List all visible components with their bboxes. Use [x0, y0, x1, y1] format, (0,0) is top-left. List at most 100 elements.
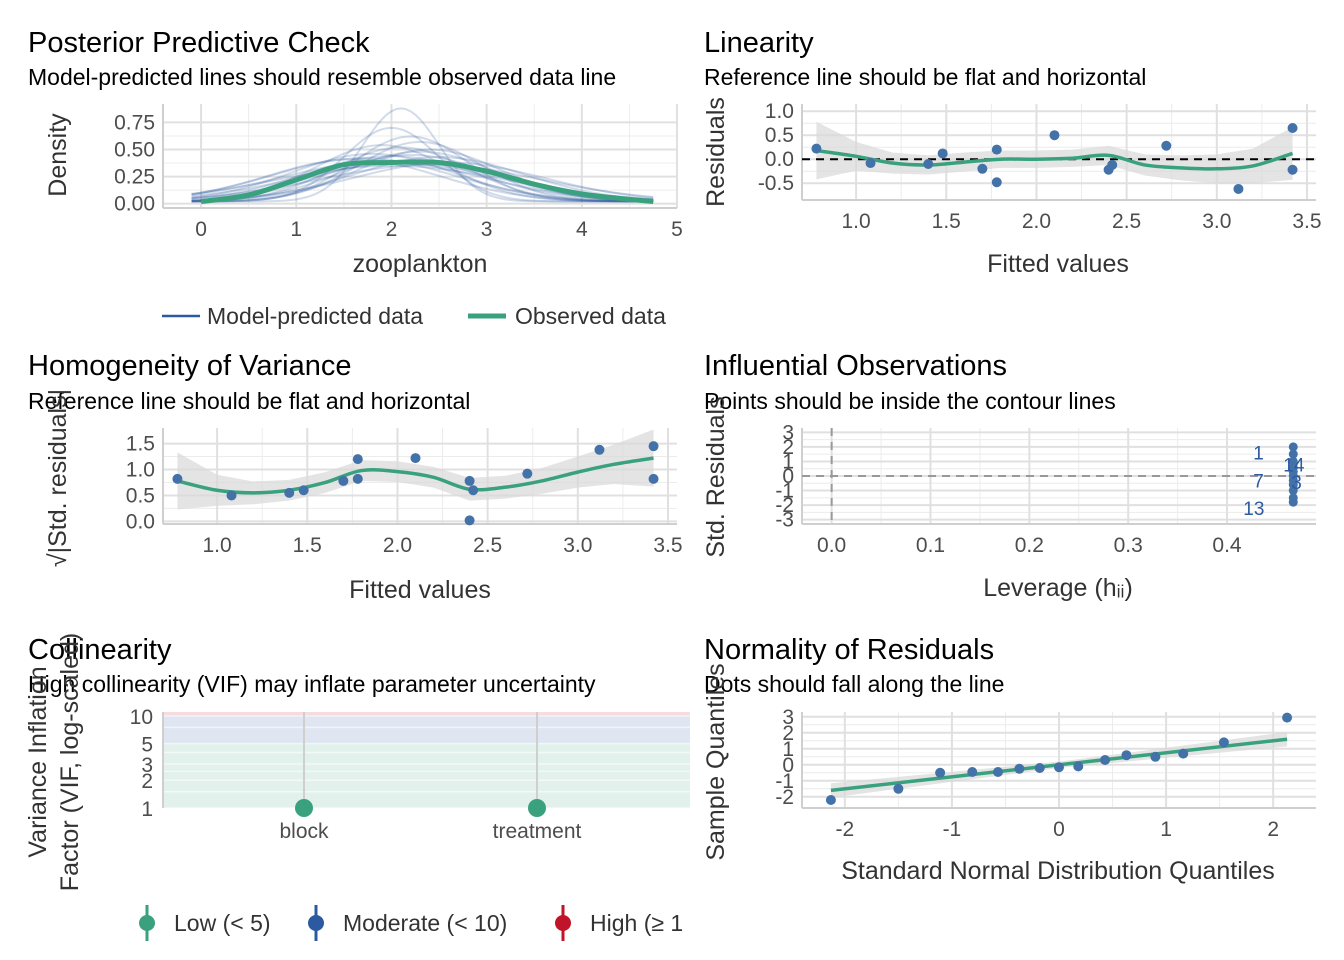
hom-ytick-label: 1.5	[126, 433, 155, 456]
col-legend-label-moderate: Moderate (< 10)	[343, 910, 507, 936]
panel-collinearity: Collinearity High collinearity (VIF) may…	[24, 633, 690, 941]
hom-point	[464, 515, 475, 526]
norm-ytick-label: -1	[775, 770, 794, 793]
inf-ytick-label: 0	[782, 465, 794, 488]
ppc-predicted-line	[191, 107, 654, 203]
ppc-xtick-label: 0	[195, 218, 207, 241]
ppc-title: Posterior Predictive Check	[28, 27, 370, 59]
lin-point	[991, 177, 1002, 188]
hom-xtick-label: 3.0	[563, 534, 592, 557]
norm-xtick-label: 2	[1267, 818, 1279, 841]
hom-ytick-label: 0.5	[126, 484, 155, 507]
norm-xlabel: Standard Normal Distribution Quantiles	[841, 857, 1275, 885]
ppc-predicted-line	[191, 154, 654, 203]
lin-ytick-label: 1.0	[765, 100, 794, 123]
norm-point	[1073, 761, 1084, 772]
norm-point	[967, 767, 978, 777]
ppc-xtick-label: 4	[576, 218, 588, 241]
inf-point-labels: 1 14 7 3 13	[1243, 444, 1305, 520]
hom-point	[410, 453, 421, 464]
inf-point	[1288, 442, 1298, 452]
hom-point	[284, 487, 295, 498]
norm-gridlines	[801, 712, 1316, 809]
col-ytick-label: 5	[141, 734, 153, 757]
norm-point	[1282, 712, 1293, 723]
norm-point	[935, 767, 946, 778]
hom-subtitle: Reference line should be flat and horizo…	[28, 388, 470, 414]
lin-ylabel: Residuals	[702, 97, 730, 207]
ppc-ytick-label: 0.25	[114, 166, 155, 189]
panel-influential: Influential Observations Points should b…	[702, 350, 1316, 602]
hom-xtick-label: 1.0	[203, 534, 232, 557]
ppc-predicted-line	[191, 156, 654, 202]
inf-xtick-label: 0.1	[916, 534, 945, 557]
ppc-predicted-line	[191, 140, 654, 203]
col-legend-key-high	[555, 905, 571, 941]
norm-point	[1178, 748, 1189, 759]
inf-point-label: 3	[1291, 473, 1302, 494]
hom-point	[594, 444, 605, 455]
ppc-xtick-label: 2	[386, 218, 398, 241]
norm-point	[1121, 750, 1132, 761]
norm-points	[825, 712, 1293, 805]
lin-point	[937, 148, 948, 159]
ppc-xtick-label: 1	[290, 218, 302, 241]
inf-point-label: 14	[1283, 455, 1305, 476]
ppc-predicted-line	[191, 146, 654, 203]
ppc-xtick-label: 3	[481, 218, 493, 241]
col-zone	[163, 712, 690, 716]
lin-ytick-label: 0.0	[765, 148, 794, 171]
col-xtick-label: treatment	[493, 820, 582, 843]
hom-xlabel: Fitted values	[349, 576, 491, 604]
lin-subtitle: Reference line should be flat and horizo…	[704, 64, 1146, 90]
lin-xtick-label: 2.0	[1022, 210, 1051, 233]
col-xtick-label: block	[279, 820, 329, 843]
ppc-ticks: 0 1 2 3 4 5 0.00 0.25 0.50 0.75	[114, 111, 683, 241]
col-zone	[163, 743, 690, 808]
hom-point	[352, 473, 363, 484]
inf-xtick-label: 0.2	[1015, 534, 1044, 557]
lin-points	[811, 123, 1298, 194]
col-point	[295, 799, 313, 817]
ppc-subtitle: Model-predicted lines should resemble ob…	[28, 64, 616, 90]
norm-point	[1054, 762, 1064, 773]
inf-point-label: 7	[1253, 471, 1264, 492]
hom-point	[464, 475, 475, 486]
inf-ytick-label: 3	[782, 421, 794, 444]
ppc-observed-line	[200, 159, 654, 204]
inf-xtick-label: 0.4	[1212, 534, 1242, 557]
lin-point	[1049, 130, 1060, 141]
norm-xtick-label: 1	[1160, 818, 1172, 841]
ppc-ytick-label: 0.50	[114, 139, 155, 162]
lin-title: Linearity	[704, 27, 814, 59]
norm-xtick-label: 0	[1053, 818, 1065, 841]
lin-point	[1287, 164, 1298, 175]
panel-linearity: Linearity Reference line should be flat …	[702, 27, 1322, 278]
ppc-legend: Model-predicted data Observed data	[162, 303, 666, 329]
hom-point	[522, 468, 533, 479]
ppc-ytick-label: 0.00	[114, 193, 155, 216]
ppc-predicted-line	[191, 135, 654, 203]
col-subtitle: High collinearity (VIF) may inflate para…	[28, 671, 596, 697]
norm-point	[992, 767, 1003, 777]
lin-xtick-label: 2.5	[1112, 210, 1141, 233]
ppc-ylabel: Density	[44, 113, 72, 197]
inf-xtick-label: 0.3	[1114, 534, 1143, 557]
inf-ytick-label: -3	[775, 509, 794, 532]
col-point	[528, 799, 546, 817]
norm-xtick-label: -1	[943, 818, 962, 841]
inf-point	[1288, 486, 1298, 496]
inf-ytick-label: -1	[775, 480, 794, 503]
lin-xlabel: Fitted values	[987, 250, 1129, 278]
ppc-gridlines	[162, 104, 678, 209]
inf-ylabel: Std. Residuals	[702, 396, 730, 557]
inf-ytick-label: 2	[782, 436, 794, 459]
norm-point	[825, 795, 836, 805]
col-legend-label-low: Low (< 5)	[174, 910, 271, 936]
lin-point	[811, 143, 822, 154]
col-legend-key-moderate	[308, 905, 324, 941]
ppc-xlabel: zooplankton	[353, 250, 488, 278]
panel-homogeneity: Homogeneity of Variance Reference line s…	[28, 350, 683, 604]
